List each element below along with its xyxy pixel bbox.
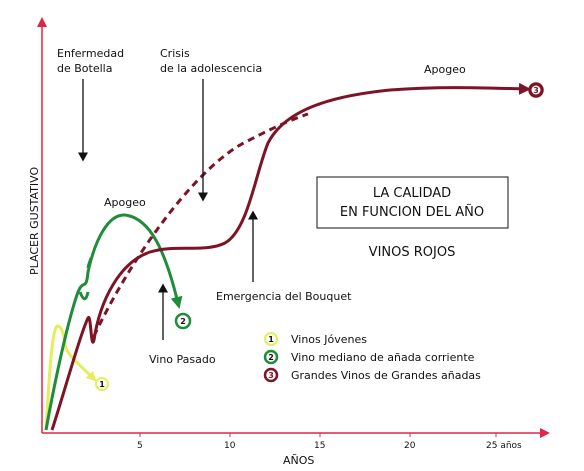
annotation-emergencia: Emergencia del Bouquet: [216, 290, 352, 303]
tick-label-20: 20: [404, 441, 416, 451]
curve-vino-mediano-dip: [78, 257, 93, 301]
curve-end-marker-3: 3: [528, 82, 544, 98]
annotation-apogeo-top: Apogeo: [424, 63, 466, 76]
svg-text:3: 3: [533, 86, 539, 95]
legend-item-1-label: Vinos Jóvenes: [291, 333, 367, 346]
legend-item-3-num: 3: [268, 371, 274, 380]
legend-item-3: 3 Grandes Vinos de Grandes añadas: [263, 367, 481, 383]
legend-item-2-num: 2: [268, 353, 274, 362]
tick-label-25: 25 años: [486, 441, 522, 451]
svg-text:1: 1: [99, 380, 105, 389]
annotation-enfermedad-line1: Enfermedad: [57, 47, 124, 60]
legend-item-1: 1 Vinos Jóvenes: [264, 332, 367, 346]
title-box-line1: LA CALIDAD: [373, 186, 451, 201]
x-ticks: [139, 433, 497, 437]
legend-item-3-label: Grandes Vinos de Grandes añadas: [291, 369, 481, 382]
legend-item-1-num: 1: [268, 335, 274, 344]
annotation-crisis-line1: Crisis: [160, 47, 190, 60]
legend: 1 Vinos Jóvenes 2 Vino mediano de añada …: [263, 332, 481, 383]
y-axis-title: PLACER GUSTATIVO: [28, 166, 41, 275]
annotation-crisis-line2: de la adolescencia: [160, 62, 262, 75]
curve-grandes-vinos: [50, 82, 531, 431]
curve-grandes-vinos-dashed: [92, 112, 309, 337]
annotation-vino-pasado: Vino Pasado: [149, 353, 216, 366]
curve-vino-mediano: [44, 213, 183, 431]
curve-end-marker-2: 2: [174, 312, 192, 330]
legend-item-2: 2 Vino mediano de añada corriente: [263, 349, 475, 365]
title-box: [316, 176, 509, 229]
x-axis-title: AÑOS: [283, 454, 314, 467]
annotation-enfermedad-line2: de Botella: [57, 62, 112, 75]
curve-end-marker-1: 1: [95, 377, 109, 391]
tick-label-5: 5: [137, 441, 143, 451]
tick-label-10: 10: [224, 441, 236, 451]
annotation-apogeo-mid: Apogeo: [104, 196, 146, 209]
tick-label-15: 15: [314, 441, 325, 451]
svg-text:2: 2: [180, 317, 186, 326]
title-box-line2: EN FUNCION DEL AÑO: [340, 204, 484, 220]
legend-item-2-label: Vino mediano de añada corriente: [291, 351, 475, 364]
subtitle-vinos-rojos: VINOS ROJOS: [369, 245, 456, 260]
